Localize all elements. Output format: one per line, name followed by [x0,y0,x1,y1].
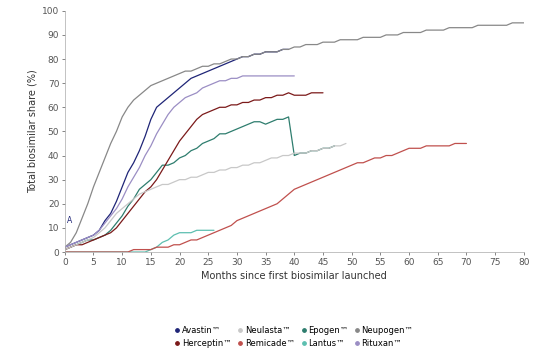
Legend: Avastin™, Herceptin™, Neulasta™, Remicade™, Epogen™, Lantus™, Neupogen™, Rituxan: Avastin™, Herceptin™, Neulasta™, Remicad… [173,324,416,351]
Text: A: A [66,216,72,225]
Y-axis label: Total biosimilar share (%): Total biosimilar share (%) [28,69,38,193]
X-axis label: Months since first biosimilar launched: Months since first biosimilar launched [201,271,387,281]
